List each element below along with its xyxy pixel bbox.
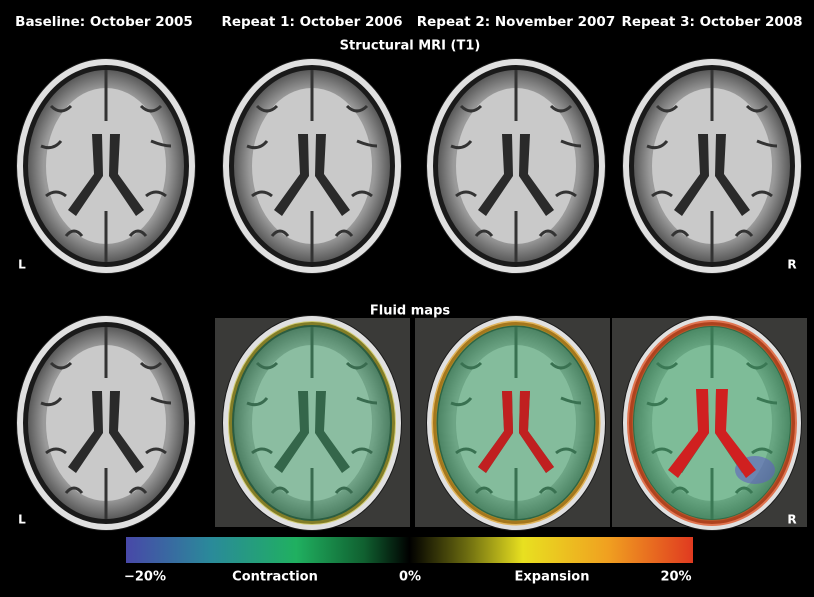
column-header: Repeat 2: November 2007 xyxy=(417,14,615,30)
brain-scan xyxy=(16,315,196,531)
side-label: L xyxy=(18,513,26,527)
mri-row xyxy=(16,58,802,274)
brain-scan xyxy=(622,58,802,274)
fluid-overlay xyxy=(232,325,392,521)
fluid-row xyxy=(16,315,807,531)
brain-scan xyxy=(426,58,606,274)
side-label: R xyxy=(787,258,796,272)
colorbar-tick: −20% xyxy=(124,570,166,585)
side-label: R xyxy=(787,513,796,527)
colorbar-label: Expansion xyxy=(515,570,590,585)
colorbar xyxy=(126,537,693,563)
row-title: Fluid maps xyxy=(370,304,451,319)
side-label: L xyxy=(18,258,26,272)
fluid-overlay xyxy=(436,325,596,521)
column-header: Repeat 1: October 2006 xyxy=(221,14,402,30)
colorbar-tick: 0% xyxy=(399,570,421,585)
brain-scan xyxy=(222,58,402,274)
colorbar-tick: 20% xyxy=(660,570,691,585)
column-header: Baseline: October 2005 xyxy=(15,14,193,30)
figure: Baseline: October 2005 Repeat 1: October… xyxy=(0,0,814,593)
column-header: Repeat 3: October 2008 xyxy=(621,14,802,30)
brain-scan xyxy=(16,58,196,274)
colorbar-label: Contraction xyxy=(232,570,318,585)
row-title: Structural MRI (T1) xyxy=(340,39,481,54)
